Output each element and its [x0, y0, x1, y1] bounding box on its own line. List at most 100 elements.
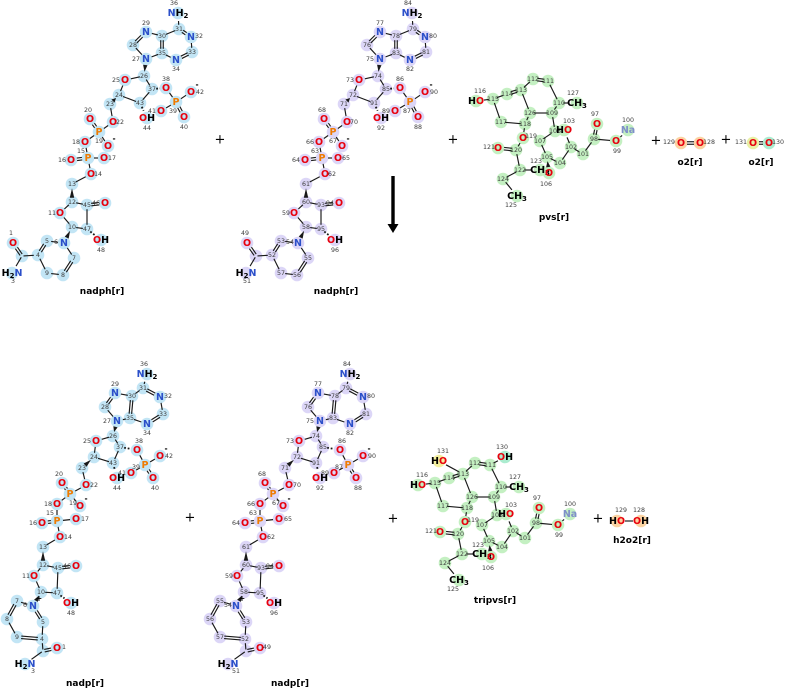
bond — [310, 409, 317, 417]
atom-highlight — [184, 30, 198, 44]
atom-highlight — [84, 167, 98, 181]
atom-label: O — [461, 517, 469, 528]
bond — [325, 204, 334, 207]
atom-highlight — [529, 516, 543, 530]
bond — [527, 526, 534, 535]
atom-number: 16 — [58, 157, 66, 164]
bond — [93, 122, 98, 127]
atom-number: 111 — [542, 78, 554, 85]
atom-number: 73 — [346, 77, 354, 84]
atom-label: OH — [312, 473, 328, 484]
bond — [503, 149, 512, 152]
atom-number: 35 — [158, 50, 166, 57]
bond — [385, 32, 393, 36]
bond — [165, 104, 172, 109]
atom-label: O — [58, 478, 66, 489]
atom-highlight — [432, 454, 446, 468]
bond — [146, 470, 150, 474]
atom-number: 44 — [113, 485, 121, 492]
atom-number: 17 — [108, 155, 116, 162]
atom-number: 12 — [39, 562, 47, 569]
bond — [177, 107, 181, 113]
atom-number: 22 — [90, 482, 98, 489]
atom-number: 54 — [224, 602, 232, 609]
atom-number: 114 — [443, 475, 455, 482]
atom-number: 85 — [319, 444, 327, 451]
atom-number: 70 — [293, 482, 301, 489]
atom-highlight — [340, 115, 354, 129]
bond — [111, 97, 117, 103]
bond — [64, 230, 71, 239]
atom-label: O — [241, 518, 249, 529]
atom-highlight — [309, 429, 323, 443]
atom-highlight — [258, 476, 272, 490]
atom-highlight — [553, 156, 567, 170]
atom-highlight — [746, 136, 760, 150]
atom-highlight — [240, 236, 254, 250]
bond — [265, 519, 274, 521]
atom-number: 56 — [206, 616, 214, 623]
atom-number: 129 — [663, 139, 675, 146]
atom-number: 131 — [437, 448, 449, 455]
atom-number: 23 — [78, 465, 86, 472]
bond — [493, 102, 501, 119]
atom-highlight — [92, 125, 106, 139]
atom-label: O — [335, 198, 343, 209]
atom-highlight — [238, 632, 252, 646]
atom-number: 108 — [549, 128, 561, 135]
atom-number: 126 — [524, 110, 536, 117]
charge-label: + — [36, 594, 42, 603]
bond — [465, 465, 473, 472]
bond — [510, 89, 517, 93]
atom-number: 56 — [293, 272, 301, 279]
bond — [496, 94, 504, 99]
bond — [458, 538, 462, 550]
atom-number: 82 — [406, 66, 414, 73]
bond — [165, 30, 176, 35]
atom-highlight — [674, 136, 688, 150]
bond — [536, 80, 544, 83]
atom-number: 110 — [495, 484, 507, 491]
atom-label: O — [330, 468, 338, 479]
bond — [277, 487, 285, 492]
atom-number: 60 — [302, 199, 310, 206]
atom-highlight — [313, 414, 327, 428]
bond — [76, 226, 83, 230]
atom-highlight — [36, 540, 50, 554]
bond — [160, 402, 163, 410]
atom-number: 128 — [633, 507, 645, 514]
atom-number: 125 — [447, 586, 459, 593]
atom-highlight — [389, 29, 403, 43]
atom-number: 75 — [306, 418, 314, 425]
bond — [262, 594, 269, 600]
atom-highlight — [318, 167, 332, 181]
bond — [411, 107, 415, 113]
bond — [593, 129, 596, 135]
bond — [82, 471, 86, 480]
charge-label: - — [164, 444, 167, 453]
atom-number: 83 — [392, 50, 400, 57]
atom-highlight — [326, 411, 340, 425]
atom-number: 11 — [48, 210, 56, 217]
bond — [335, 136, 340, 142]
bond — [101, 436, 110, 440]
bond — [495, 490, 500, 494]
bond — [244, 643, 247, 650]
atom-number: 130 — [496, 444, 508, 451]
bond — [265, 567, 274, 570]
bond — [257, 254, 268, 257]
bond — [44, 647, 51, 651]
atom-number: 58 — [240, 589, 248, 596]
atom-label: O — [53, 499, 61, 510]
atom-number: 116 — [416, 472, 428, 479]
bond — [505, 121, 521, 125]
bond — [494, 501, 497, 511]
atom-label: N — [406, 55, 414, 66]
bond — [143, 64, 148, 72]
atom-number: 29 — [142, 20, 150, 27]
atom-number: 5 — [45, 238, 49, 245]
atom-label: OH — [327, 235, 343, 246]
atom-highlight — [213, 630, 227, 644]
